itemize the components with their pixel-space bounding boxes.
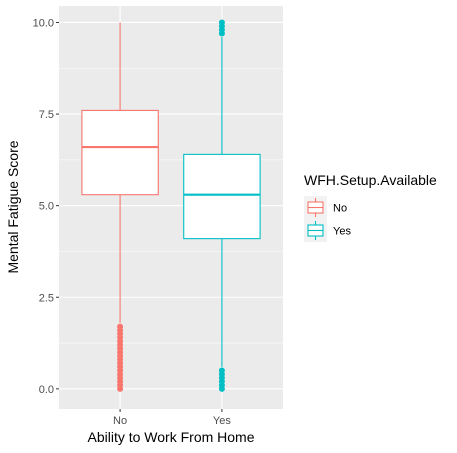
legend-title: WFH.Setup.Available [304,172,437,188]
box-yes [183,19,261,392]
legend: WFH.Setup.Available No Yes [304,172,437,242]
legend-label: Yes [333,226,351,238]
y-tick-label: 7.5 [39,109,54,121]
x-tick-label: Yes [213,415,231,427]
x-axis-title: Ability to Work From Home [88,429,255,445]
outlier-point [218,19,225,26]
y-tick-label: 2.5 [39,292,54,304]
box-no [81,22,159,392]
outlier-point [117,323,124,330]
x-axis: No Yes [113,409,231,427]
y-tick-label: 5.0 [39,201,54,213]
legend-label: No [333,203,347,215]
y-axis: 0.0 2.5 5.0 7.5 10.0 [33,17,59,396]
legend-key-yes [304,219,327,242]
y-tick-label: 10.0 [33,17,54,29]
box-iqr [183,153,261,240]
outlier-point [218,367,225,374]
legend-key-no [304,196,327,219]
box-series [81,19,261,392]
y-axis-title: Mental Fatigue Score [5,140,21,273]
y-tick-label: 0.0 [39,384,54,396]
box-iqr [81,109,159,196]
x-tick-label: No [113,415,127,427]
